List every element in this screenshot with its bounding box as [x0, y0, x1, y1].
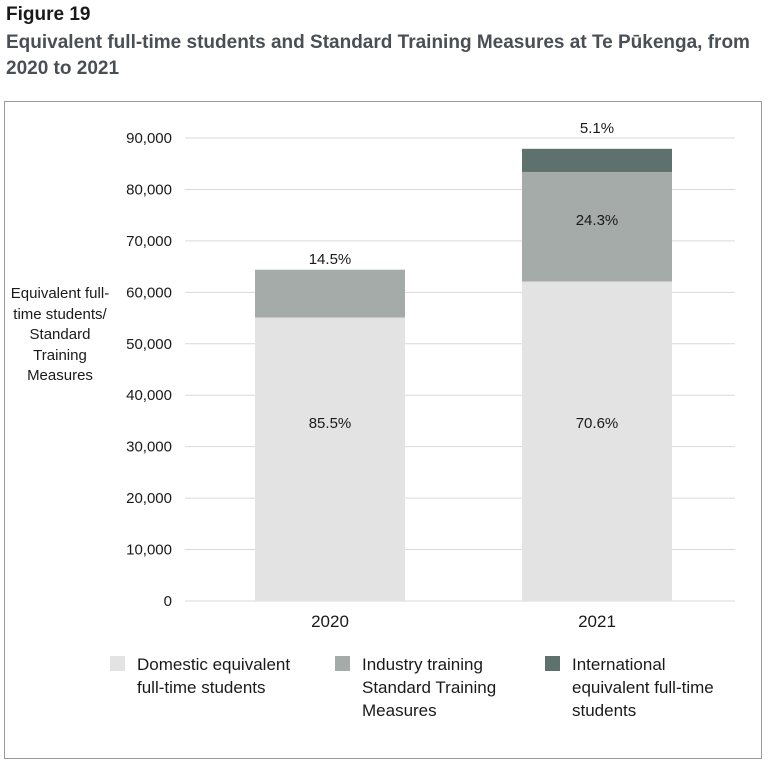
- y-tick-label-60000: 60,000: [126, 284, 172, 301]
- legend-label-industry-training: Industry training Standard Training Meas…: [362, 655, 497, 720]
- y-tick-label-0: 0: [164, 593, 172, 610]
- legend-swatch-industry-training: [335, 656, 350, 671]
- chart-panel: [4, 101, 762, 759]
- y-tick-label-10000: 10,000: [126, 542, 172, 559]
- bar-2020-series-1: [255, 269, 405, 318]
- data-label-2021-series-0: 70.6%: [576, 415, 619, 432]
- y-tick-label-20000: 20,000: [126, 490, 172, 507]
- legend-label-domestic: Domestic equivalent full-time students: [137, 655, 291, 697]
- data-label-2021-series-1: 24.3%: [576, 212, 619, 229]
- data-label-2020-series-0: 85.5%: [309, 415, 352, 432]
- y-tick-label-50000: 50,000: [126, 336, 172, 353]
- y-tick-label-30000: 30,000: [126, 439, 172, 456]
- y-tick-label-40000: 40,000: [126, 387, 172, 404]
- y-tick-label-80000: 80,000: [126, 181, 172, 198]
- y-tick-label-70000: 70,000: [126, 233, 172, 250]
- data-label-2020-series-1: 14.5%: [309, 251, 352, 268]
- data-label-2021-series-2: 5.1%: [580, 120, 614, 137]
- legend-label-international: International equivalent full-time stude…: [572, 655, 714, 720]
- y-axis-label: Equivalent full-time students/ Standard …: [10, 285, 110, 384]
- figure-label: Figure 19: [6, 4, 91, 25]
- bar-2021-series-1: [522, 171, 672, 282]
- legend-item-international: International equivalent full-time stude…: [545, 653, 745, 722]
- bar-2021-series-0: [522, 281, 672, 601]
- legend-item-industry-training: Industry training Standard Training Meas…: [335, 653, 525, 722]
- legend-item-domestic: Domestic equivalent full-time students: [110, 653, 310, 699]
- legend-swatch-domestic: [110, 656, 125, 671]
- bar-2020-series-0: [255, 317, 405, 601]
- y-tick-label-90000: 90,000: [126, 130, 172, 147]
- x-tick-label-2021: 2021: [578, 612, 616, 631]
- x-tick-label-2020: 2020: [311, 612, 349, 631]
- legend-swatch-international: [545, 656, 560, 671]
- chart-title: Equivalent full-time students and Standa…: [6, 32, 750, 79]
- bar-2021-series-2: [522, 148, 672, 172]
